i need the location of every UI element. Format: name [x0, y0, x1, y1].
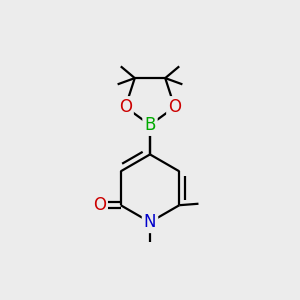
- Text: O: O: [168, 98, 181, 116]
- Text: B: B: [144, 116, 156, 134]
- Text: O: O: [93, 196, 106, 214]
- Text: O: O: [119, 98, 132, 116]
- Text: N: N: [144, 213, 156, 231]
